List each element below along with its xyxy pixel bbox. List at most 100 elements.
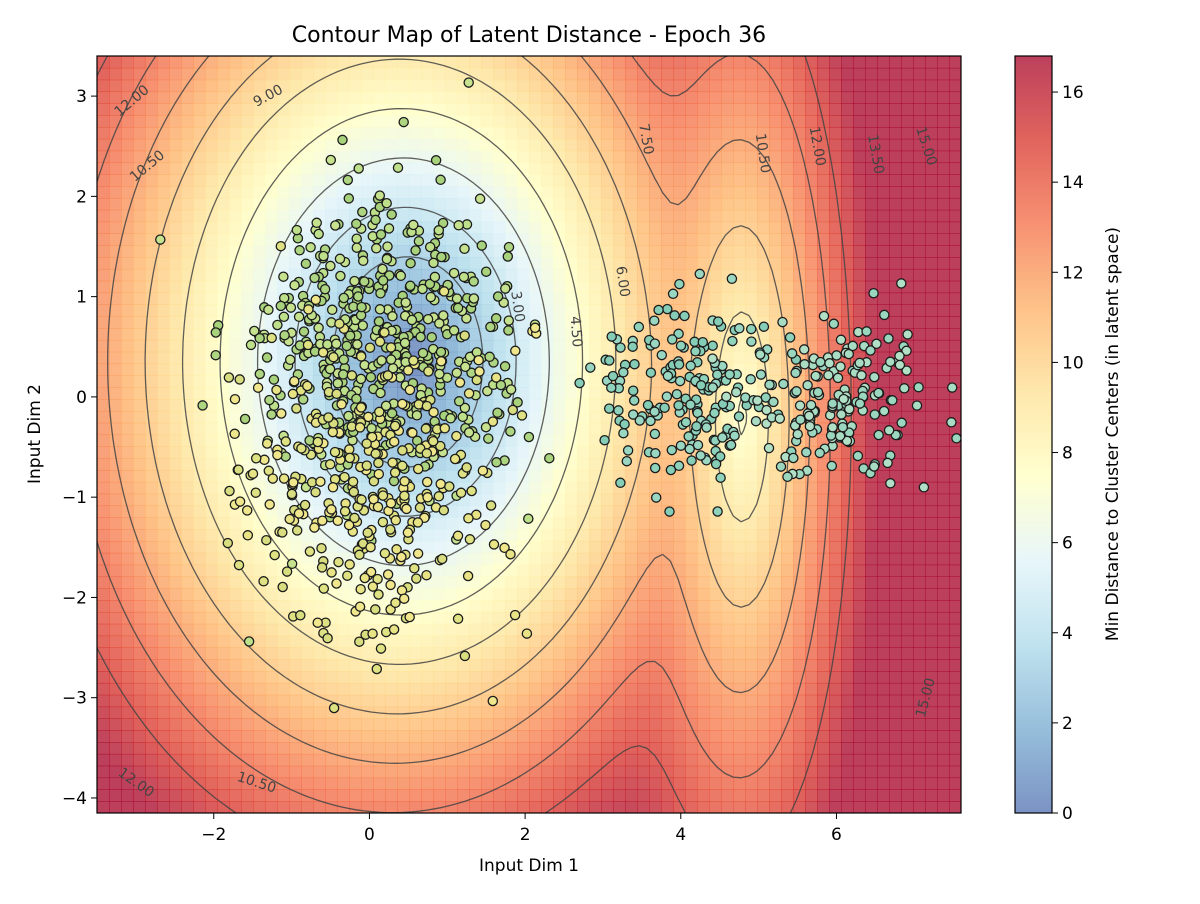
heatmap-cell bbox=[841, 517, 854, 530]
heatmap-cell bbox=[733, 162, 746, 175]
scatter-point bbox=[324, 363, 336, 375]
heatmap-cell bbox=[733, 671, 746, 684]
scatter-point bbox=[243, 636, 255, 647]
heatmap-cell bbox=[829, 493, 842, 507]
heatmap-cell bbox=[157, 552, 170, 566]
heatmap-cell bbox=[313, 801, 326, 813]
heatmap-cell bbox=[481, 611, 494, 625]
heatmap-cell bbox=[745, 765, 758, 779]
heatmap-cell bbox=[481, 753, 494, 767]
heatmap-cell bbox=[949, 150, 961, 164]
heatmap-cell bbox=[877, 540, 890, 554]
heatmap-cell bbox=[325, 138, 338, 152]
heatmap-cell bbox=[385, 718, 398, 731]
heatmap-cell bbox=[457, 233, 470, 246]
heatmap-cell bbox=[613, 718, 626, 731]
heatmap-cell bbox=[565, 671, 578, 684]
heatmap-cell bbox=[169, 363, 182, 376]
heatmap-cell bbox=[601, 126, 614, 140]
heatmap-cell bbox=[481, 221, 494, 235]
heatmap-cell bbox=[829, 126, 842, 140]
heatmap-cell bbox=[241, 706, 254, 719]
heatmap-cell bbox=[709, 481, 722, 495]
heatmap-cell bbox=[829, 647, 842, 660]
heatmap-cell bbox=[253, 399, 266, 412]
heatmap-cell bbox=[157, 481, 170, 495]
heatmap-cell bbox=[253, 150, 266, 164]
heatmap-cell bbox=[121, 399, 134, 412]
heatmap-cell bbox=[541, 564, 554, 578]
heatmap-cell bbox=[313, 91, 326, 104]
heatmap-cell bbox=[589, 789, 602, 802]
contour-line bbox=[97, 56, 852, 813]
heatmap-cell bbox=[241, 422, 254, 436]
heatmap-cell bbox=[445, 150, 458, 164]
heatmap-cell bbox=[133, 434, 146, 447]
heatmap-cell bbox=[133, 706, 146, 719]
heatmap-cell bbox=[277, 635, 290, 649]
heatmap-cell bbox=[589, 328, 602, 341]
heatmap-cell bbox=[925, 730, 938, 743]
heatmap-cell bbox=[157, 753, 170, 767]
heatmap-cell bbox=[313, 647, 326, 660]
heatmap-cell bbox=[637, 174, 650, 187]
heatmap-cell bbox=[469, 576, 482, 589]
heatmap-cell bbox=[205, 292, 218, 305]
scatter-point bbox=[325, 154, 337, 166]
heatmap-cell bbox=[469, 56, 482, 69]
heatmap-cell bbox=[565, 469, 578, 483]
heatmap-cell bbox=[553, 647, 566, 660]
heatmap-cell bbox=[529, 233, 542, 246]
heatmap-cell bbox=[889, 600, 902, 613]
heatmap-cell bbox=[781, 635, 794, 649]
heatmap-cell bbox=[865, 517, 878, 530]
heatmap-cell bbox=[577, 753, 590, 767]
heatmap-cell bbox=[265, 67, 278, 81]
heatmap-cell bbox=[193, 600, 206, 613]
heatmap-cell bbox=[421, 789, 434, 802]
heatmap-cell bbox=[529, 351, 542, 365]
heatmap-cell bbox=[97, 221, 110, 235]
heatmap-cell bbox=[109, 529, 122, 542]
scatter-point bbox=[395, 270, 407, 282]
heatmap-cell bbox=[505, 718, 518, 731]
heatmap-cell bbox=[265, 671, 278, 684]
heatmap-cell bbox=[949, 339, 961, 353]
heatmap-cell bbox=[541, 493, 554, 507]
heatmap-cell bbox=[181, 257, 194, 270]
heatmap-cell bbox=[253, 623, 266, 637]
heatmap-cell bbox=[181, 730, 194, 743]
heatmap-cell bbox=[169, 718, 182, 731]
heatmap-cell bbox=[157, 600, 170, 613]
heatmap-cell bbox=[649, 221, 662, 235]
heatmap-cell bbox=[745, 671, 758, 684]
heatmap-cell bbox=[97, 209, 110, 223]
heatmap-cell bbox=[673, 126, 686, 140]
heatmap-cell bbox=[673, 209, 686, 223]
heatmap-cell bbox=[565, 316, 578, 329]
heatmap-cell bbox=[457, 162, 470, 175]
heatmap-cell bbox=[469, 611, 482, 625]
heatmap-cell bbox=[229, 765, 242, 779]
heatmap-cell bbox=[169, 351, 182, 365]
heatmap-cell bbox=[97, 789, 110, 802]
heatmap-cell bbox=[841, 671, 854, 684]
heatmap-cell bbox=[109, 481, 122, 495]
heatmap-cell bbox=[589, 671, 602, 684]
heatmap-cell bbox=[133, 458, 146, 471]
heatmap-cell bbox=[733, 150, 746, 164]
heatmap-cell bbox=[949, 777, 961, 790]
heatmap-cell bbox=[493, 79, 506, 93]
heatmap-cell bbox=[613, 174, 626, 187]
heatmap-cell bbox=[697, 186, 710, 199]
heatmap-cell bbox=[385, 753, 398, 767]
heatmap-cell bbox=[697, 801, 710, 813]
heatmap-cell bbox=[541, 67, 554, 81]
heatmap-cell bbox=[133, 469, 146, 483]
scatter-point bbox=[297, 394, 309, 405]
heatmap-cell bbox=[577, 257, 590, 270]
heatmap-cell bbox=[517, 552, 530, 566]
heatmap-cell bbox=[157, 103, 170, 116]
heatmap-cell bbox=[769, 600, 782, 613]
heatmap-cell bbox=[649, 91, 662, 104]
